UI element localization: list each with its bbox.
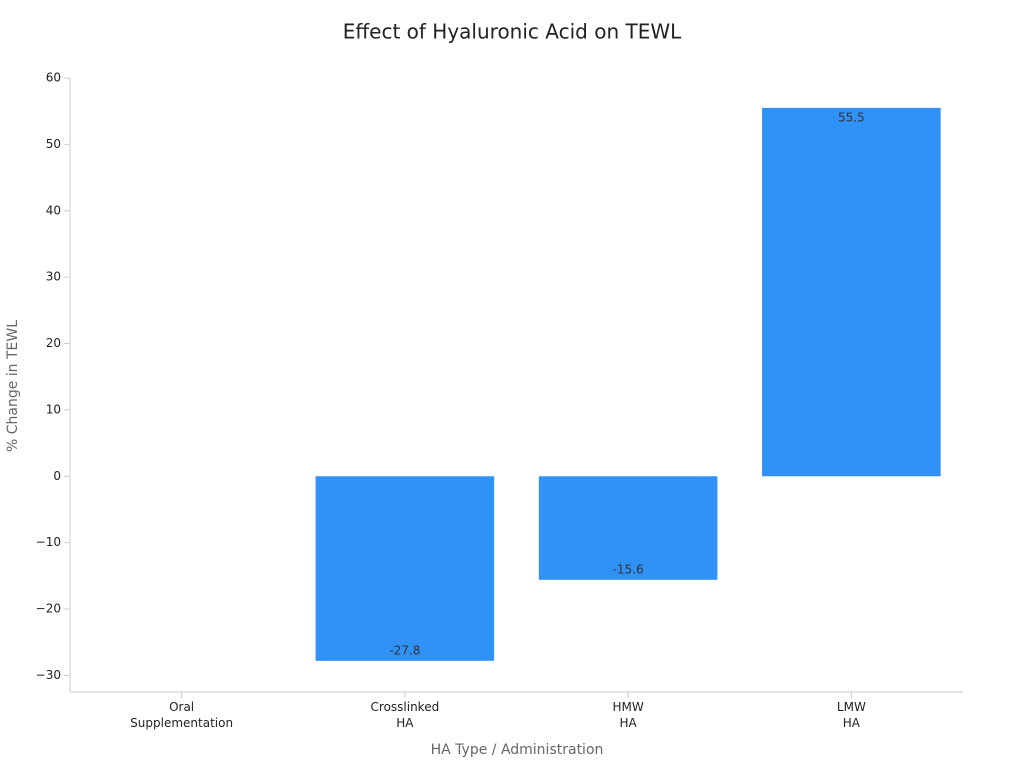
x-axis-label: HA Type / Administration xyxy=(431,742,604,758)
data-label: 55.5 xyxy=(838,110,865,124)
data-label: -27.8 xyxy=(389,643,420,657)
y-tick-label: 10 xyxy=(46,402,61,416)
y-tick-label: 20 xyxy=(46,336,61,350)
x-tick-label: LMW HA xyxy=(837,700,866,730)
y-tick-label: 0 xyxy=(53,469,61,483)
y-tick-label: −10 xyxy=(36,535,61,549)
y-tick-label: 30 xyxy=(46,270,61,284)
y-tick-label: −30 xyxy=(36,668,61,682)
y-tick-label: −20 xyxy=(36,602,61,616)
bar xyxy=(762,107,941,477)
x-tick-label: Crosslinked HA xyxy=(371,700,440,730)
y-axis-label: % Change in TEWL xyxy=(5,320,21,452)
bar xyxy=(315,476,495,661)
chart-title: Effect of Hyaluronic Acid on TEWL xyxy=(343,20,682,44)
bar xyxy=(538,476,718,580)
y-tick-label: 50 xyxy=(46,137,61,151)
data-label: -15.6 xyxy=(613,562,644,576)
x-tick-label: Oral Supplementation xyxy=(130,700,233,730)
x-tick-label: HMW HA xyxy=(613,700,644,730)
y-tick-label: 40 xyxy=(46,203,61,217)
y-tick-label: 60 xyxy=(46,71,61,85)
